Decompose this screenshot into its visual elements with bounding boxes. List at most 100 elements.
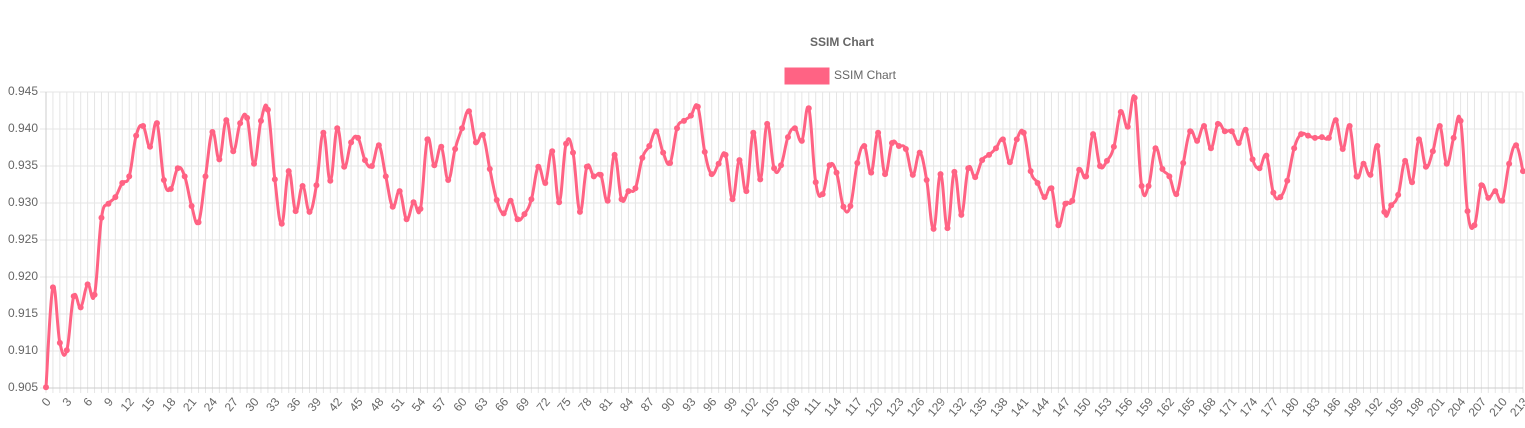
- data-point: [403, 216, 410, 223]
- data-point: [833, 169, 840, 176]
- data-point: [1076, 166, 1083, 173]
- x-tick-label: 210: [1486, 395, 1510, 420]
- data-point: [1166, 173, 1173, 180]
- data-point: [1249, 156, 1256, 163]
- data-point: [840, 203, 847, 210]
- x-tick-label: 123: [883, 395, 907, 420]
- chart-title: SSIM Chart: [810, 35, 874, 49]
- x-tick-label: 0: [39, 395, 54, 409]
- data-point: [597, 171, 604, 178]
- data-point: [459, 125, 466, 132]
- data-point: [1360, 160, 1367, 167]
- data-point: [382, 173, 389, 180]
- x-tick-label: 186: [1320, 395, 1344, 420]
- data-point: [1110, 143, 1117, 150]
- data-point: [930, 225, 937, 232]
- data-point: [847, 202, 854, 209]
- data-point: [160, 177, 167, 184]
- y-tick-label: 0.905: [8, 380, 38, 394]
- x-tick-label: 63: [471, 395, 491, 414]
- data-point: [1207, 145, 1214, 152]
- x-tick-label: 9: [101, 395, 116, 409]
- data-point: [84, 281, 91, 288]
- data-point: [320, 129, 327, 136]
- data-point: [188, 202, 195, 209]
- data-point: [1374, 143, 1381, 150]
- data-point: [611, 151, 618, 158]
- data-point: [313, 182, 320, 189]
- data-point: [1069, 197, 1076, 204]
- x-tick-label: 144: [1029, 395, 1053, 420]
- data-point: [1020, 129, 1027, 136]
- data-point: [1520, 168, 1525, 175]
- data-point: [819, 191, 826, 198]
- y-tick-label: 0.940: [8, 121, 38, 135]
- data-point: [1367, 171, 1374, 178]
- data-point: [472, 139, 479, 146]
- data-point: [1429, 148, 1436, 155]
- x-tick-label: 90: [659, 395, 679, 414]
- data-point: [986, 151, 993, 158]
- data-point: [202, 173, 209, 180]
- data-point: [119, 180, 126, 187]
- x-tick-label: 180: [1278, 395, 1302, 420]
- data-point: [549, 148, 556, 155]
- x-tick-label: 21: [180, 395, 200, 414]
- x-tick-label: 60: [450, 395, 470, 414]
- data-point: [431, 162, 438, 169]
- data-point: [56, 339, 63, 346]
- data-point: [826, 162, 833, 169]
- data-point: [750, 129, 757, 136]
- data-point: [1513, 142, 1520, 149]
- data-point: [916, 149, 923, 156]
- data-point: [1339, 145, 1346, 152]
- data-point: [334, 125, 341, 132]
- x-tick-label: 30: [242, 395, 262, 414]
- data-point: [417, 205, 424, 212]
- data-point: [937, 171, 944, 178]
- data-point: [1152, 145, 1159, 152]
- y-tick-label: 0.920: [8, 269, 38, 283]
- data-point: [583, 163, 590, 170]
- data-point: [1436, 123, 1443, 130]
- data-point: [1221, 128, 1228, 135]
- x-tick-label: 147: [1049, 395, 1073, 420]
- x-tick-label: 207: [1466, 395, 1490, 420]
- data-point: [521, 211, 528, 218]
- data-point: [1443, 160, 1450, 167]
- data-point: [875, 129, 882, 136]
- data-point: [299, 182, 306, 189]
- x-tick-label: 12: [118, 395, 138, 414]
- data-point: [77, 304, 84, 311]
- x-tick-label: 45: [346, 395, 366, 414]
- data-point: [1097, 163, 1104, 169]
- data-point: [604, 197, 611, 204]
- x-tick-label: 42: [326, 395, 346, 414]
- data-point: [1131, 94, 1138, 101]
- legend-swatch: [784, 67, 830, 85]
- data-point: [1381, 208, 1388, 215]
- data-point: [341, 163, 348, 170]
- data-point: [812, 179, 819, 186]
- x-tick-label: 171: [1216, 395, 1240, 420]
- data-point: [375, 142, 382, 149]
- data-point: [1256, 165, 1263, 172]
- data-point: [1506, 160, 1513, 167]
- data-point: [895, 143, 902, 150]
- data-point: [570, 149, 577, 156]
- data-point: [771, 165, 778, 172]
- data-point: [1159, 165, 1166, 172]
- data-point: [209, 128, 216, 135]
- data-point: [590, 173, 597, 180]
- data-point: [708, 171, 715, 178]
- data-point: [167, 185, 174, 192]
- data-point: [1027, 168, 1034, 175]
- data-point: [1006, 159, 1013, 166]
- x-tick-label: 192: [1362, 395, 1386, 420]
- data-point: [784, 134, 791, 141]
- data-point: [965, 165, 972, 172]
- data-point: [715, 160, 722, 167]
- x-tick-label: 135: [966, 395, 990, 420]
- data-point: [1083, 173, 1090, 180]
- x-tick-label: 156: [1112, 395, 1136, 420]
